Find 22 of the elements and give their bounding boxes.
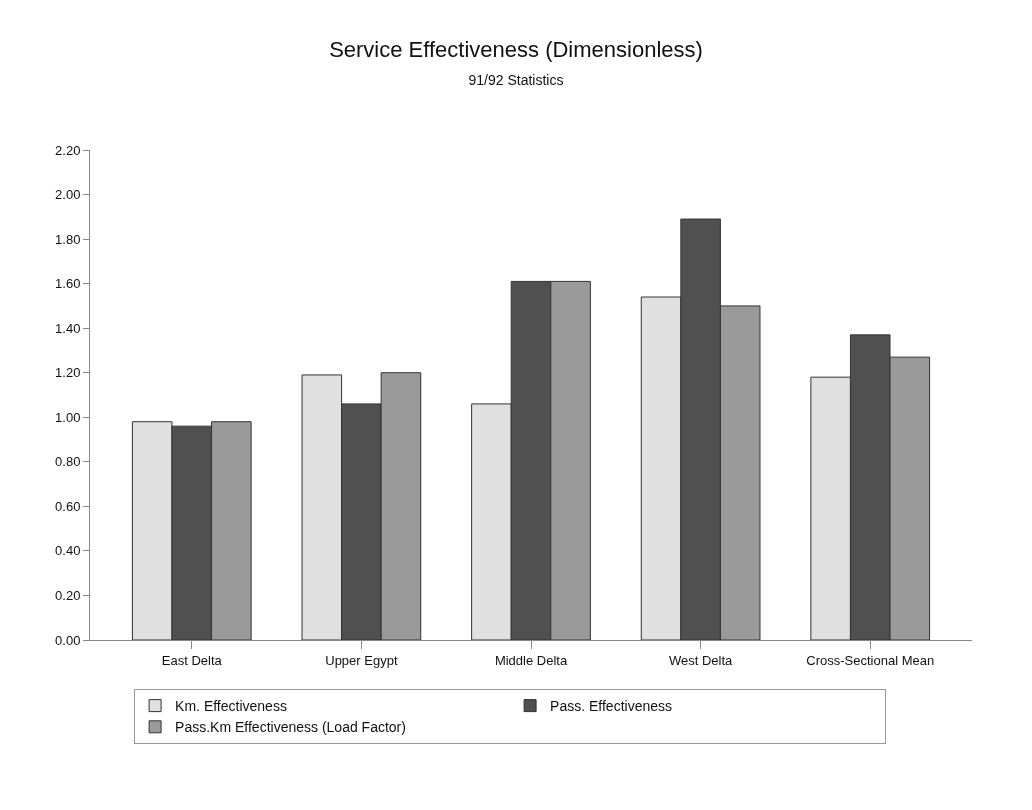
x-tick-label: Cross-Sectional Mean (806, 652, 935, 668)
y-tick-label: 2.20 (55, 142, 81, 158)
y-tick-label: 0.60 (55, 498, 81, 514)
chart-subtitle: 91/92 Statistics (468, 72, 564, 89)
legend-label: Pass.Km Effectiveness (Load Factor) (175, 719, 406, 736)
chart-title: Service Effectiveness (Dimensionless) (329, 36, 703, 62)
y-tick-label: 0.00 (55, 632, 81, 648)
y-tick-label: 1.80 (55, 231, 81, 247)
y-tick-label: 1.00 (55, 409, 81, 425)
y-tick-label: 1.60 (55, 276, 81, 292)
x-tick-label: West Delta (668, 652, 734, 668)
x-tick-label: East Delta (161, 652, 223, 668)
y-tick-label: 0.40 (55, 543, 81, 559)
y-tick-label: 2.00 (55, 187, 81, 203)
x-tick-label: Middle Delta (494, 652, 568, 668)
y-tick-label: 1.40 (55, 320, 81, 336)
y-tick-label: 1.20 (55, 365, 81, 381)
legend-label: Pass. Effectiveness (550, 698, 673, 715)
y-tick-label: 0.20 (55, 588, 81, 603)
legend-label: Km. Effectiveness (175, 698, 287, 715)
x-tick-label: Upper Egypt (325, 652, 398, 668)
y-tick-label: 0.80 (55, 454, 81, 470)
